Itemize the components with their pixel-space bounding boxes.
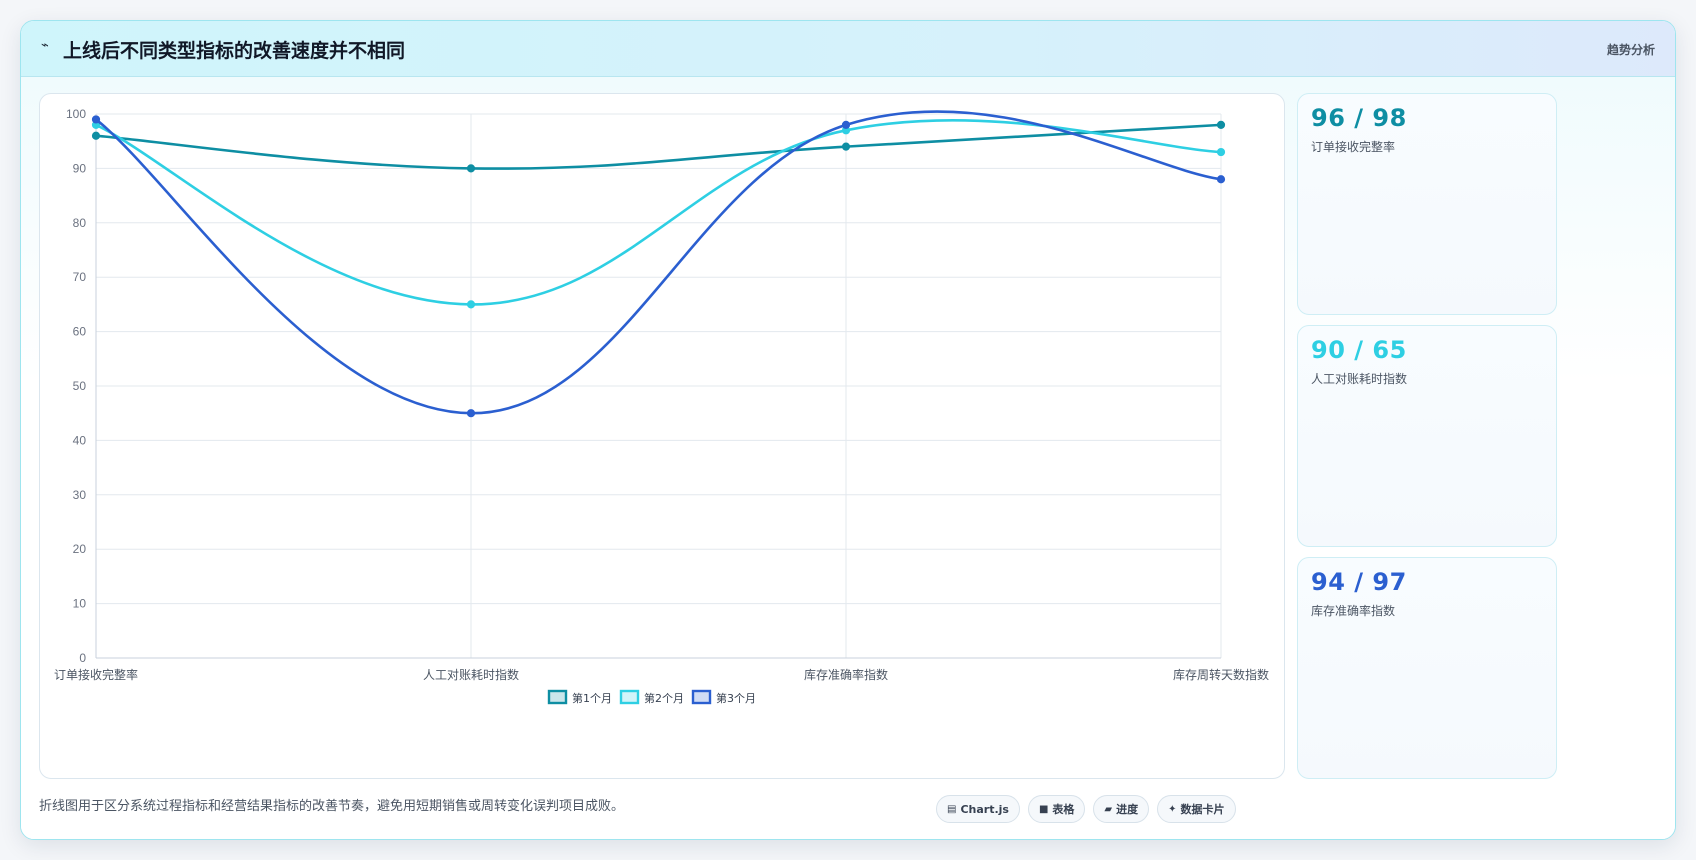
card-title: 上线后不同类型指标的改善速度并不相同 (63, 40, 406, 62)
x-tick-label: 人工对账耗时指数 (423, 667, 519, 682)
data-point (1216, 147, 1226, 157)
x-tick-label: 订单接收完整率 (54, 667, 138, 682)
data-point (91, 115, 101, 124)
chart-icon: ▤ (947, 803, 957, 815)
line-chart: 0 10 20 30 40 50 60 70 80 90 100 订单接收完整率 人工对账耗时指数 库存准… (54, 107, 1269, 705)
legend-label: 第3个月 (716, 691, 756, 705)
chip-label: Chart.js (960, 802, 1009, 816)
legend-swatch (547, 689, 568, 705)
stat-label: 库存准确率指数 (1311, 604, 1396, 618)
data-point (91, 131, 101, 140)
y-tick-label: 10 (73, 597, 87, 611)
data-point (466, 300, 476, 309)
progress-icon: ▰ (1104, 803, 1113, 815)
y-tick-label: 100 (66, 107, 86, 121)
y-tick-label: 30 (73, 488, 87, 502)
stat-card-reconciliation-time: 90 / 65 人工对账耗时指数 (1297, 325, 1557, 547)
chip-label: 数据卡片 (1180, 803, 1225, 816)
stat-label: 人工对账耗时指数 (1311, 372, 1408, 386)
stat-card-inventory-accuracy: 94 / 97 库存准确率指数 (1297, 557, 1557, 779)
trend-analysis-tag: 趋势分析 (1606, 43, 1655, 57)
chip-data-card[interactable]: ✦ 数据卡片 (1157, 795, 1236, 823)
chip-table[interactable]: ■ 表格 (1027, 795, 1086, 823)
table-icon: ■ (1038, 803, 1049, 815)
data-point (1216, 175, 1226, 184)
chip-progress[interactable]: ▰ 进度 (1093, 795, 1150, 823)
legend-label: 第2个月 (644, 691, 684, 705)
x-tick-label: 库存周转天数指数 (1173, 667, 1269, 682)
card-icon: ✦ (1168, 803, 1177, 815)
y-tick-label: 40 (73, 433, 87, 447)
stat-value: 96 / 98 (1311, 104, 1407, 132)
stat-value: 94 / 97 (1311, 568, 1407, 596)
data-point (841, 120, 851, 129)
data-point (1216, 120, 1226, 129)
y-tick-label: 20 (73, 542, 87, 556)
legend-label: 第1个月 (572, 691, 612, 705)
x-tick-label: 库存准确率指数 (804, 667, 888, 682)
chip-label: 进度 (1116, 803, 1139, 816)
line-chart-panel: 0 10 20 30 40 50 60 70 80 90 100 订单接收完整率 人工对账耗时指数 库存准… (39, 93, 1285, 779)
data-point (466, 409, 476, 418)
sparkline-icon: ⌁ (41, 38, 49, 53)
series-line (95, 123, 1222, 170)
series-line (95, 110, 1222, 415)
chart-footnote: 折线图用于区分系统过程指标和经营结果指标的改善节奏，避免用短期销售或周转变化误判… (39, 799, 625, 814)
legend-swatch (691, 689, 712, 705)
y-tick-label: 60 (73, 325, 87, 339)
legend-swatch (619, 689, 640, 705)
data-point (841, 142, 851, 151)
y-tick-label: 0 (79, 651, 86, 665)
tech-chips: ▤ Chart.js ■ 表格 ▰ 进度 ✦ 数据卡片 (936, 795, 1236, 825)
data-point (466, 164, 476, 173)
chip-label: 表格 (1052, 803, 1075, 816)
y-tick-label: 70 (73, 270, 87, 284)
stat-value: 90 / 65 (1311, 336, 1407, 364)
y-tick-label: 90 (73, 161, 87, 175)
card-header: ⌁ 上线后不同类型指标的改善速度并不相同 趋势分析 (21, 21, 1675, 77)
y-tick-label: 50 (73, 379, 87, 393)
stat-card-order-completeness: 96 / 98 订单接收完整率 (1297, 93, 1557, 315)
report-card: ⌁ 上线后不同类型指标的改善速度并不相同 趋势分析 0 10 20 30 40 50 60 7… (20, 20, 1676, 840)
y-tick-label: 80 (73, 216, 87, 230)
chip-chartjs[interactable]: ▤ Chart.js (936, 795, 1020, 823)
stat-label: 订单接收完整率 (1311, 140, 1396, 154)
